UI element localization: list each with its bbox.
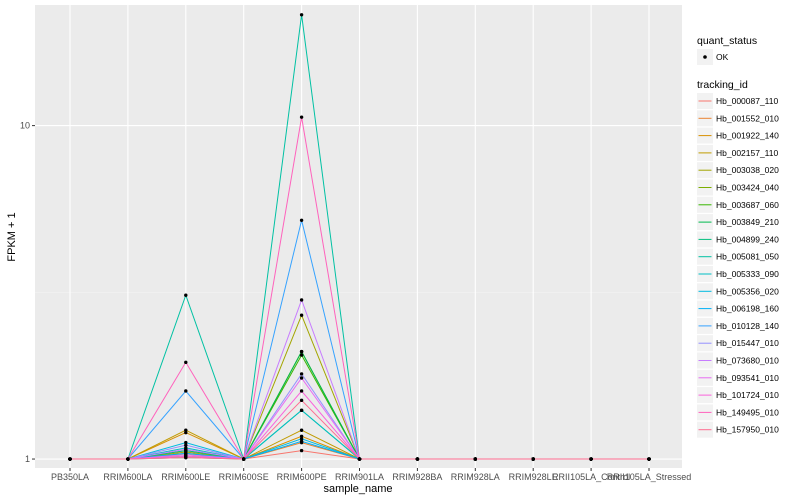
data-point [299,349,304,354]
legend-label: Hb_101724_010 [716,390,779,400]
y-axis: 1 10 [20,121,35,464]
data-point [299,437,304,441]
legend-label: Hb_003038_020 [716,165,779,175]
data-point [299,218,304,223]
data-point [299,434,304,439]
data-point [184,440,188,445]
data-point [299,376,304,380]
data-point [299,298,304,302]
legend-label: Hb_005333_090 [716,269,779,279]
x-tick-label: RRII105LA_Control [552,472,630,482]
legend-label: Hb_010128_140 [716,321,779,331]
shape-legend-items: OK [697,49,729,65]
legend-label: Hb_003687_060 [716,200,779,210]
x-tick-label: RRIM901LA [335,472,384,482]
data-point [299,313,304,317]
legend-label: Hb_000087_110 [716,96,779,106]
legend-label: Hb_004899_240 [716,234,779,244]
x-tick-label: RRII105LA_Stressed [607,472,692,482]
legend-label: Hb_003849_210 [716,217,779,227]
data-point [299,115,304,119]
data-points [68,13,651,461]
legend-label: Hb_002157_110 [716,148,779,158]
data-point [473,457,477,461]
legend-label: OK [716,52,729,62]
data-point [299,13,304,17]
data-point [299,428,304,432]
data-point [299,372,304,376]
data-point [184,389,188,393]
y-tick-label: 1 [25,454,30,464]
legend-label: Hb_073680_010 [716,356,779,366]
panel-background [35,5,682,468]
x-tick-label: RRIM928LE [509,472,558,482]
data-point [299,398,304,403]
legend-label: Hb_093541_010 [716,373,779,383]
legend-label: Hb_001552_010 [716,113,779,123]
x-axis-title: sample_name [323,483,392,495]
data-point [415,457,420,461]
x-tick-label: RRIM928LA [451,472,500,482]
legend-label: Hb_015447_010 [716,338,779,348]
data-point [589,457,593,461]
data-point [531,457,535,461]
legend-label: Hb_157950_010 [716,425,779,435]
data-point [184,293,188,297]
data-point [299,353,304,357]
legend-label: Hb_149495_010 [716,407,779,417]
data-point [184,447,188,451]
data-point [299,389,304,393]
data-point [184,360,188,365]
data-point [242,457,246,461]
legend-label: Hb_005081_050 [716,252,779,262]
data-point [357,457,362,461]
shape-legend-title: quant_status [697,35,757,47]
data-point [184,428,188,432]
x-tick-label: PB350LA [51,472,89,482]
legend: quant_status OK tracking_id Hb_000087_11… [697,35,779,438]
legend-label: Hb_003424_040 [716,183,779,193]
y-tick-label: 10 [20,121,30,131]
x-tick-label: RRIM928BA [392,472,442,482]
y-axis-title: FPKM + 1 [6,212,18,261]
x-tick-label: RRIM600PE [277,472,327,482]
color-legend-title: tracking_id [697,79,748,91]
grid [35,5,682,468]
x-axis: PB350LA RRIM600LA RRIM600LE RRIM600SE RRIM60… [51,468,691,482]
data-point [299,439,304,444]
legend-shape-point [703,55,707,59]
legend-label: Hb_006198_160 [716,304,779,314]
data-point [184,430,188,435]
data-point [647,457,651,461]
color-legend-items: Hb_000087_110 Hb_001552_010 Hb_001922_140 H… [697,93,779,438]
data-point [299,408,304,413]
x-tick-label: RRIM600LA [103,472,152,482]
data-point [126,457,130,461]
x-tick-label: RRIM600LE [161,472,210,482]
data-point [184,455,188,460]
legend-label: Hb_005356_020 [716,286,779,296]
data-point [68,457,72,461]
x-tick-label: RRIM600SE [219,472,269,482]
legend-label: Hb_001922_140 [716,131,779,141]
data-point [299,448,304,453]
data-point [184,443,188,447]
